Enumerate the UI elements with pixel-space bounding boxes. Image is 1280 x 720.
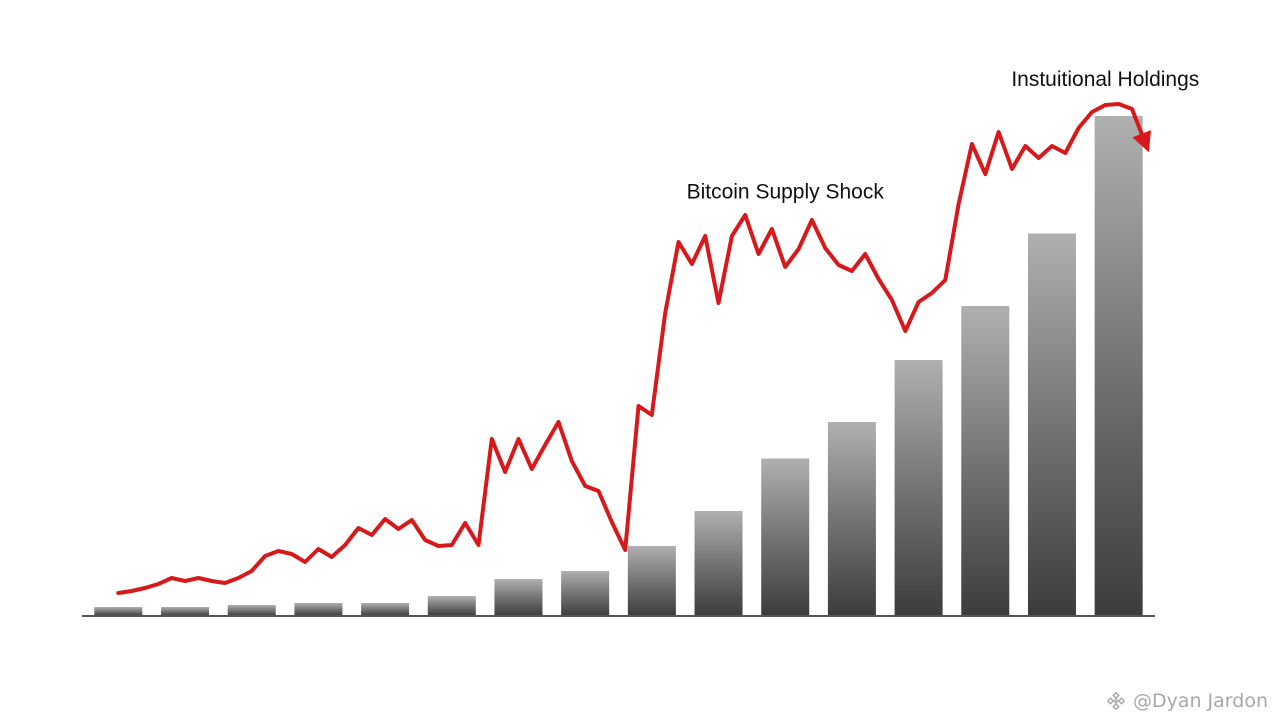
bar-15 bbox=[1027, 233, 1076, 616]
annotation-1: Instuitional Holdings bbox=[1011, 68, 1199, 91]
bar-9 bbox=[627, 546, 676, 616]
trend-line-0 bbox=[116, 102, 1151, 595]
bar-16 bbox=[1094, 116, 1143, 616]
bar-10 bbox=[694, 511, 743, 616]
bar-6 bbox=[427, 596, 476, 616]
bar-7 bbox=[494, 579, 543, 616]
watermark: @Dyan Jardon bbox=[1105, 690, 1268, 712]
bar-13 bbox=[894, 360, 943, 616]
bars-group bbox=[94, 116, 1143, 616]
lines-group bbox=[116, 102, 1151, 595]
bar-11 bbox=[761, 458, 810, 616]
bar-1 bbox=[94, 607, 143, 616]
bar-5 bbox=[361, 603, 410, 616]
bar-8 bbox=[561, 571, 610, 616]
watermark-text: @Dyan Jardon bbox=[1132, 690, 1268, 712]
bar-2 bbox=[161, 607, 210, 616]
bar-4 bbox=[294, 603, 343, 616]
annotation-0: Bitcoin Supply Shock bbox=[687, 181, 885, 204]
annotations-group: Bitcoin Supply Shock Instuitional Holding… bbox=[687, 68, 1200, 204]
bar-3 bbox=[227, 605, 276, 616]
bar-14 bbox=[961, 306, 1010, 616]
bar-12 bbox=[827, 422, 876, 616]
binance-icon bbox=[1106, 691, 1126, 711]
